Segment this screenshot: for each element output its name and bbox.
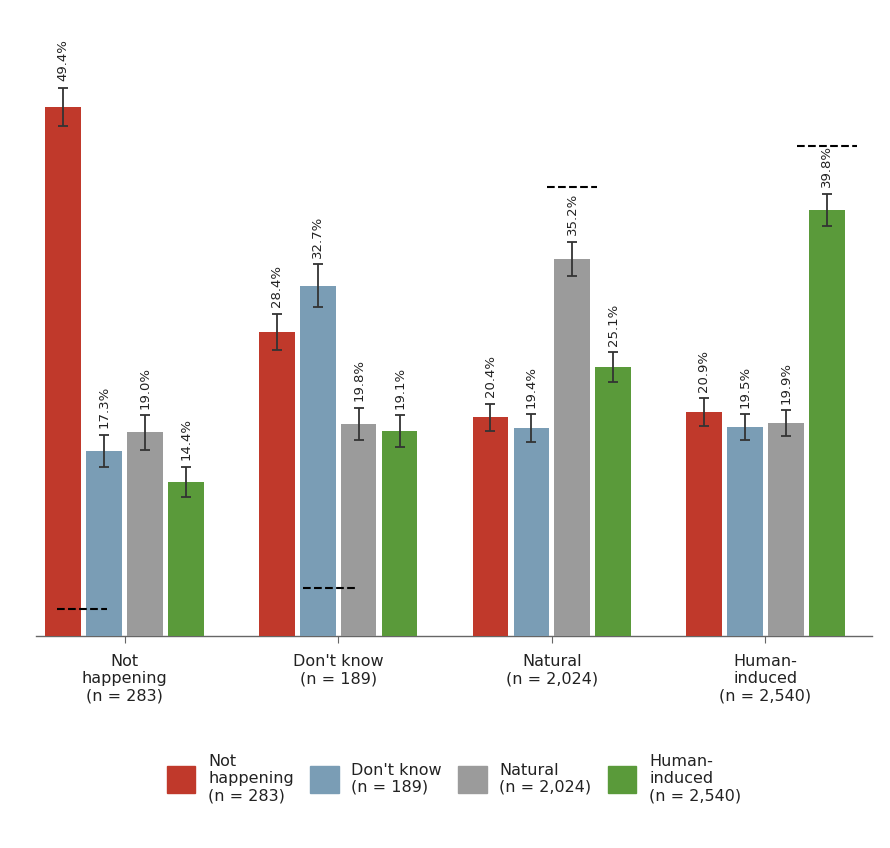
Bar (300, 286, 336, 636)
Text: 20.9%: 20.9% (698, 349, 710, 392)
Legend: Not
happening
(n = 283), Don't know
(n = 189), Natural
(n = 2,024), Human-
induc: Not happening (n = 283), Don't know (n =… (166, 754, 741, 804)
Bar (168, 482, 204, 636)
Bar (686, 412, 722, 636)
Text: 28.4%: 28.4% (271, 265, 283, 307)
Bar (45, 107, 81, 636)
Bar (127, 432, 163, 636)
Text: 20.4%: 20.4% (484, 355, 497, 397)
Bar (809, 209, 845, 636)
Text: 19.9%: 19.9% (780, 361, 792, 404)
Bar (341, 424, 376, 636)
Bar (595, 367, 631, 636)
Text: 19.5%: 19.5% (739, 365, 751, 408)
Text: 19.0%: 19.0% (139, 367, 151, 409)
Text: 35.2%: 35.2% (566, 193, 578, 236)
Bar (727, 427, 763, 636)
Bar (554, 259, 590, 636)
Text: 14.4%: 14.4% (180, 418, 192, 460)
Bar (473, 417, 508, 636)
Text: 17.3%: 17.3% (98, 386, 110, 428)
Text: 25.1%: 25.1% (607, 304, 619, 346)
Text: 39.8%: 39.8% (821, 145, 833, 187)
Bar (514, 428, 549, 636)
Bar (768, 423, 804, 636)
Bar (382, 432, 417, 636)
Text: 19.1%: 19.1% (393, 367, 406, 409)
Bar (259, 332, 295, 636)
Text: 49.4%: 49.4% (57, 39, 69, 81)
Text: 19.8%: 19.8% (352, 360, 365, 401)
Bar (86, 450, 122, 636)
Text: 19.4%: 19.4% (525, 365, 538, 408)
Text: 32.7%: 32.7% (312, 215, 324, 258)
